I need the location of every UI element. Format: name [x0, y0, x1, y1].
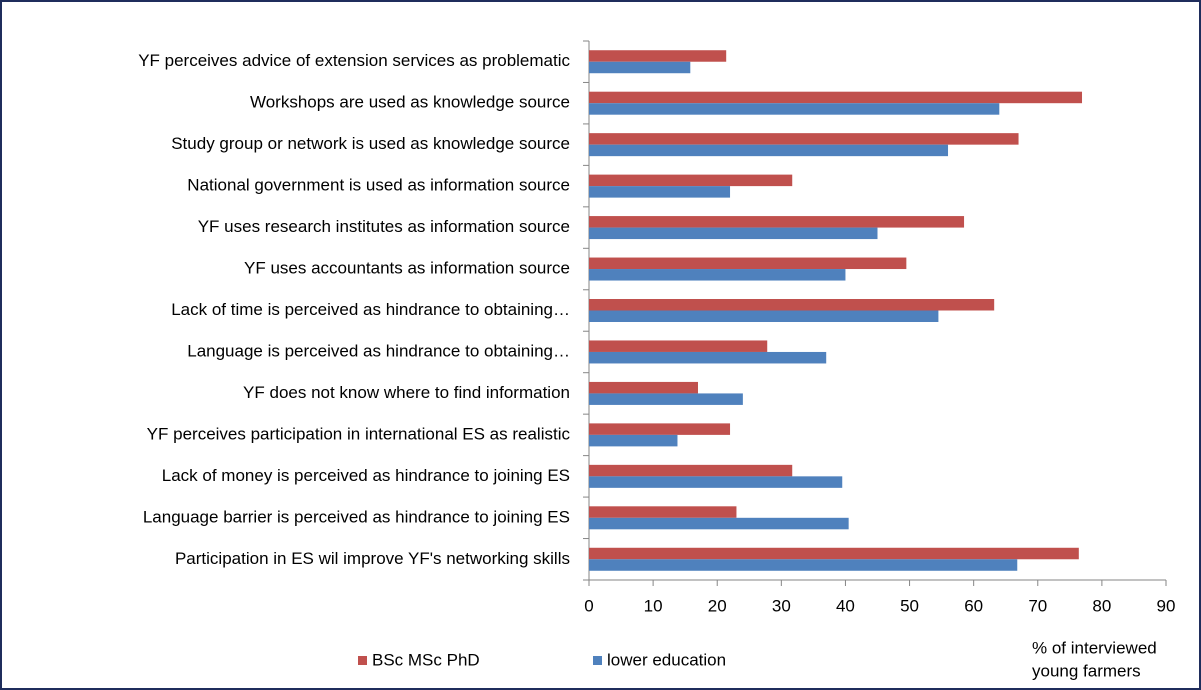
y-tick-label: Workshops are used as knowledge source [250, 93, 570, 112]
y-tick-label: Language barrier is perceived as hindran… [143, 507, 570, 526]
bar [589, 340, 768, 352]
bar [589, 133, 1019, 145]
x-tick-label: 50 [900, 596, 919, 615]
x-tick-label: 40 [836, 596, 855, 615]
x-tick-label: 60 [964, 596, 983, 615]
bar [589, 434, 678, 447]
y-tick-label: National government is used as informati… [187, 176, 570, 195]
y-tick-label: YF perceives participation in internatio… [147, 424, 571, 443]
legend-label: BSc MSc PhD [372, 650, 480, 669]
bar [589, 559, 1018, 571]
bar [589, 50, 727, 62]
bar [589, 310, 939, 322]
bar [589, 476, 843, 488]
x-tick-label: 20 [708, 596, 727, 615]
x-axis-label: young farmers [1032, 661, 1141, 680]
bar [589, 186, 731, 198]
bar [589, 103, 1000, 115]
x-axis-label: % of interviewed [1032, 638, 1157, 657]
y-tick-label: Lack of time is perceived as hindrance t… [171, 300, 570, 319]
x-tick-label: 30 [772, 596, 791, 615]
legend-swatch [358, 656, 367, 665]
y-tick-label: YF perceives advice of extension service… [138, 51, 570, 70]
bar [589, 381, 698, 394]
bar [589, 227, 878, 240]
bar [589, 423, 731, 435]
bar [589, 257, 907, 270]
x-tick-label: 0 [584, 596, 593, 615]
bar [589, 61, 691, 74]
y-tick-label: YF uses accountants as information sourc… [244, 259, 570, 278]
bar [589, 91, 1083, 104]
bar [589, 216, 965, 228]
y-tick-label: Study group or network is used as knowle… [171, 134, 570, 153]
x-tick-label: 90 [1157, 596, 1176, 615]
y-tick-label: Language is perceived as hindrance to ob… [187, 341, 570, 360]
bar [589, 464, 793, 477]
bar [589, 144, 949, 157]
bar [589, 547, 1079, 560]
bar [589, 506, 737, 518]
y-tick-label: YF uses research institutes as informati… [198, 217, 570, 236]
legend-label: lower education [607, 650, 726, 669]
x-tick-label: 70 [1028, 596, 1047, 615]
bar [589, 269, 846, 281]
legend-swatch [593, 656, 602, 665]
bar [589, 351, 827, 364]
x-tick-label: 80 [1092, 596, 1111, 615]
y-tick-label: YF does not know where to find informati… [243, 383, 570, 402]
bar [589, 299, 995, 311]
bar [589, 174, 793, 187]
bar [589, 393, 743, 405]
bar [589, 517, 849, 530]
y-tick-label: Lack of money is perceived as hindrance … [162, 466, 570, 485]
x-tick-label: 10 [644, 596, 663, 615]
y-tick-label: Participation in ES wil improve YF's net… [175, 549, 570, 568]
